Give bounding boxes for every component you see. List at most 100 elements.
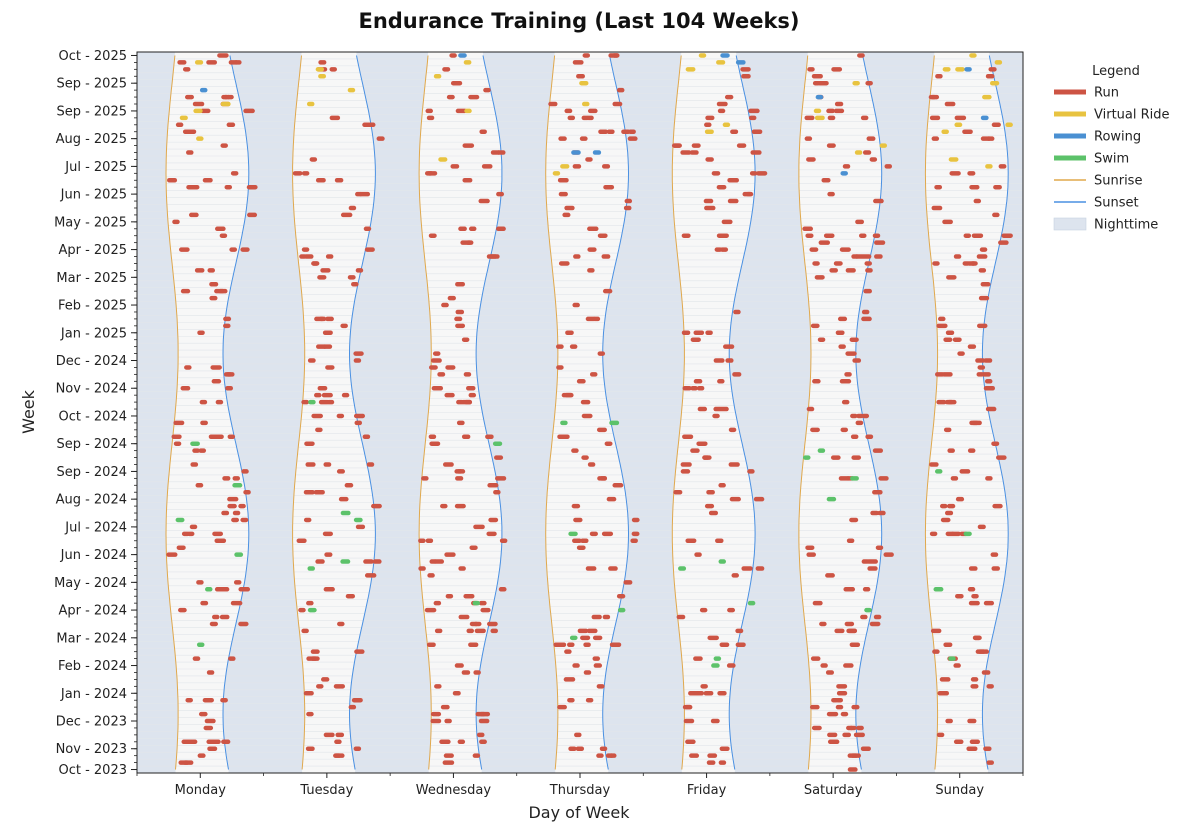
daylight-band	[551, 613, 618, 621]
daylight-band	[166, 523, 249, 531]
daylight-band	[431, 336, 477, 344]
daylight-band	[552, 266, 615, 274]
legend-label-nighttime: Nighttime	[1094, 218, 1158, 233]
daylight-band	[292, 516, 376, 524]
daylight-band	[684, 717, 730, 725]
daylight-band	[680, 641, 738, 649]
daylight-band	[683, 377, 731, 385]
y-tick-label: Apr - 2025	[58, 243, 127, 258]
daylight-band	[546, 142, 628, 150]
daylight-band	[672, 516, 755, 524]
daylight-band	[937, 696, 983, 704]
daylight-band	[166, 197, 248, 205]
daylight-band	[557, 724, 604, 732]
daylight-band	[683, 315, 732, 323]
daylight-band	[296, 100, 368, 108]
daylight-band	[678, 440, 743, 448]
daylight-band	[176, 759, 228, 767]
daylight-band	[178, 343, 224, 351]
daylight-band	[302, 662, 354, 670]
daylight-band	[799, 551, 881, 559]
daylight-band	[926, 488, 1005, 496]
daylight-band	[931, 620, 996, 628]
daylight-band	[676, 93, 746, 101]
daylight-band	[420, 128, 499, 136]
daylight-band	[679, 65, 740, 73]
daylight-band	[682, 391, 733, 399]
daylight-band	[800, 218, 878, 226]
daylight-band	[304, 710, 350, 718]
daylight-band	[933, 58, 991, 66]
daylight-band	[304, 322, 352, 330]
daylight-band	[799, 565, 880, 572]
daylight-band	[799, 183, 882, 191]
daylight-band	[293, 495, 374, 503]
daylight-band	[431, 343, 477, 351]
daylight-band	[935, 759, 987, 767]
daylight-band	[176, 308, 227, 316]
daylight-band	[297, 454, 366, 462]
daylight-band	[423, 606, 493, 614]
daylight-band	[809, 391, 860, 399]
daylight-band	[167, 571, 246, 579]
daylight-band	[557, 696, 604, 704]
daylight-band	[177, 363, 224, 371]
daylight-band	[926, 495, 1006, 503]
daylight-band	[810, 682, 858, 690]
daylight-band	[681, 766, 735, 773]
daylight-band	[936, 391, 986, 399]
sunrise-line	[165, 55, 179, 770]
daylight-band	[804, 620, 869, 628]
y-tick-label: Jul - 2024	[64, 520, 127, 535]
daylight-band	[428, 766, 482, 773]
daylight-band	[805, 72, 868, 80]
daylight-band	[932, 266, 994, 274]
y-tick-label: Nov - 2024	[56, 382, 127, 397]
daylight-band	[549, 599, 621, 607]
daylight-band	[798, 530, 882, 538]
daylight-band	[557, 322, 605, 330]
y-tick-label: Jan - 2025	[60, 326, 127, 341]
sunset-line	[222, 55, 250, 770]
x-tick-label: Friday	[687, 783, 727, 798]
daylight-band	[682, 308, 733, 316]
daylight-band	[810, 322, 858, 330]
daylight-band	[293, 502, 374, 510]
daylight-band	[421, 585, 497, 593]
daylight-band	[304, 357, 350, 364]
daylight-band	[935, 662, 987, 670]
daylight-band	[937, 724, 983, 732]
daylight-band	[419, 190, 502, 198]
daylight-band	[421, 218, 498, 226]
daylight-band	[303, 308, 353, 316]
daylight-band	[428, 405, 482, 413]
daylight-band	[296, 239, 368, 247]
daylight-band	[557, 357, 603, 364]
daylight-band	[555, 662, 608, 670]
daylight-band	[425, 627, 488, 635]
daylight-band	[925, 149, 1008, 156]
daylight-band	[926, 558, 1007, 566]
daylight-band	[304, 689, 351, 697]
daylight-band	[177, 370, 224, 378]
sunrise-line	[671, 55, 685, 770]
daylight-band	[684, 703, 730, 711]
daylight-band	[931, 440, 996, 448]
daylight-band	[294, 121, 372, 129]
daylight-band	[300, 634, 360, 642]
y-tick-label: Mar - 2024	[56, 631, 127, 646]
daylight-band	[936, 315, 985, 323]
daylight-band	[930, 606, 999, 614]
y-tick-label: Sep - 2024	[56, 465, 127, 480]
daylight-band	[302, 294, 356, 302]
y-tick-label: May - 2025	[54, 215, 127, 230]
daylight-band	[807, 287, 863, 295]
daylight-band	[799, 509, 881, 517]
x-tick-label: Tuesday	[299, 783, 353, 798]
daylight-band	[300, 419, 358, 427]
daylight-band	[934, 412, 990, 420]
daylight-band	[557, 336, 604, 344]
daylight-band	[807, 412, 863, 420]
daylight-band	[166, 551, 248, 559]
